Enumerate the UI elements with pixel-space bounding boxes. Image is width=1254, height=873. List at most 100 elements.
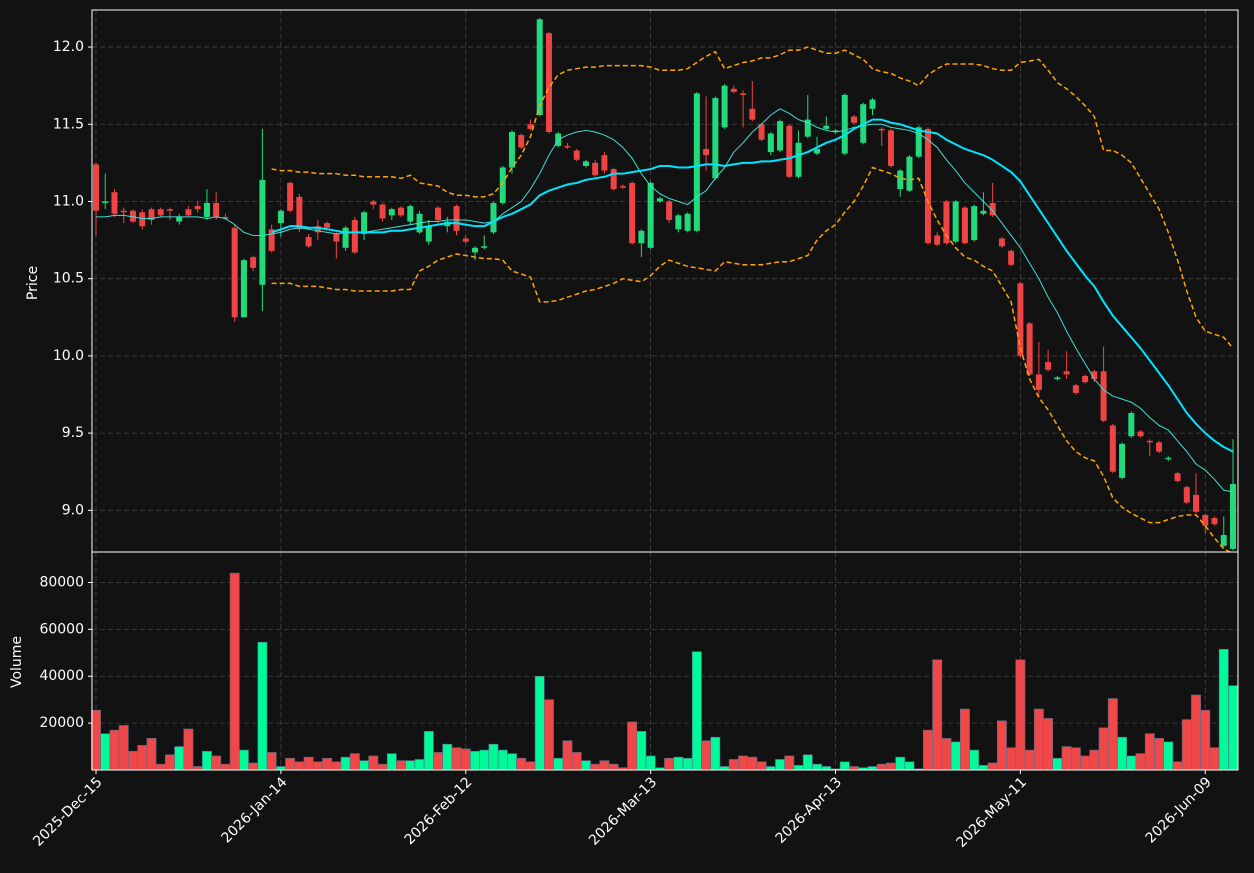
candle-body [814,148,821,154]
volume-bar [645,755,656,771]
candle-body [213,203,220,217]
volume-bar [294,761,305,771]
volume-bar [1089,749,1100,771]
volume-bar [987,762,998,771]
candle-body [435,207,442,221]
y-tick-label: 11.5 [53,116,84,132]
volume-bar [895,756,906,771]
candle-body [250,257,257,268]
volume-bar [950,741,961,771]
candle-body [573,150,580,160]
candle-body [878,128,885,131]
volume-bar [146,738,157,771]
candle-body [1035,374,1042,390]
candle-body [407,206,414,222]
candle-body [305,236,312,247]
candle-body [203,203,210,217]
candle-body [610,169,617,190]
volume-bar [691,651,702,771]
volume-bar [220,763,231,771]
volume-bar [516,757,527,771]
volume-bar [100,733,111,771]
candle-body [120,210,127,213]
volume-bar [312,761,323,771]
candle-body [527,124,534,129]
candle-body [656,198,663,202]
volume-bar [1033,708,1044,771]
volume-bar [433,752,443,771]
candle-body [222,216,229,219]
candle-body [231,227,238,318]
candle-body [758,124,765,140]
candle-body [749,108,756,120]
volume-bar [1172,761,1183,771]
volume-bar [303,756,314,771]
volume-bar [1006,747,1017,771]
volume-bar [1080,755,1091,771]
y-tick-label: 9.0 [62,502,84,518]
volume-bar [238,749,249,771]
volume-bar [211,755,222,771]
volume-bar [405,760,416,771]
candle-body [1008,250,1015,265]
candle-body [619,186,626,188]
candle-body [786,125,793,177]
candle-body [851,116,857,123]
volume-bar [183,728,194,771]
volume-bar [386,753,397,771]
volume-bar [1061,746,1072,771]
candle-body [832,130,839,132]
volume-bar [581,760,591,771]
candle-body [398,207,405,216]
volume-bar [775,759,785,771]
candle-body [897,170,904,190]
candle-body [1045,362,1052,370]
volume-marks [91,572,1238,771]
y-tick-label: 80000 [39,574,84,590]
candle-body [462,238,469,242]
candle-body [194,206,201,210]
candle-body [259,179,266,285]
volume-bar [932,659,943,771]
volume-bar [257,641,268,771]
volume-bar [562,740,573,771]
volume-bar [1200,709,1211,771]
candle-body [93,164,99,211]
candle-body [693,93,700,231]
candle-body [425,226,432,242]
indicator-line [96,108,1234,493]
y-tick-label: 40000 [39,668,84,684]
candle-body [666,201,673,221]
volume-bar [747,756,758,771]
candle-body [508,131,515,168]
volume-bar [1107,698,1118,771]
volume-bar [673,756,684,771]
candle-body [1063,371,1070,375]
y-tick-label: 10.0 [53,348,84,364]
candle-body [1091,371,1098,380]
candle-body [924,128,931,244]
volume-bar [229,572,240,771]
volume-bar [784,755,795,771]
volume-bar [978,765,989,771]
volume-bar [396,760,406,771]
volume-bar [849,766,859,771]
y-tick-label: 9.5 [62,425,84,441]
volume-bar [941,738,952,771]
candle-body [906,156,913,191]
indicator-line [271,166,1232,552]
volume-bar [756,761,767,771]
candle-body [730,88,737,92]
candle-body [1193,494,1200,512]
volume-bar [728,759,739,771]
volume-bar [664,757,675,771]
volume-bar [109,729,120,771]
volume-bar [331,761,342,771]
candle-body [490,203,497,233]
volume-bar [802,754,813,771]
volume-bar [1015,659,1026,771]
volume-bar [627,721,638,771]
candle-body [287,182,294,211]
